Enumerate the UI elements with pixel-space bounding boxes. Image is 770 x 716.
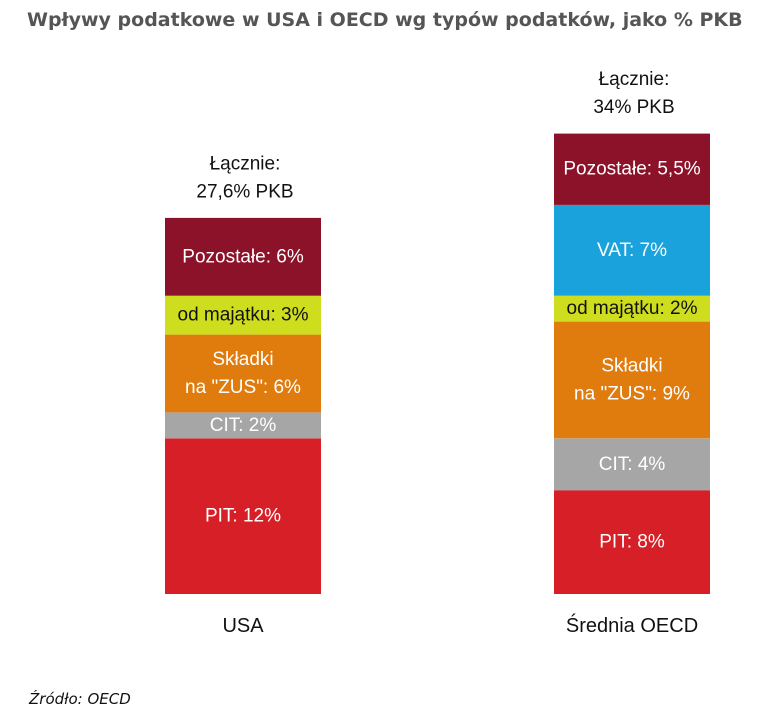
total-label: 34% PKB	[593, 97, 674, 118]
segment-label-majatek: od majątku: 2%	[567, 298, 698, 319]
segment-label-cit: CIT: 4%	[599, 454, 666, 475]
segment-label-cit: CIT: 2%	[210, 415, 277, 436]
bar-segment-cit	[165, 412, 321, 439]
total-label: Łącznie:	[599, 69, 670, 90]
segment-label-zus: Składki	[212, 349, 273, 370]
segment-label-pit: PIT: 8%	[599, 532, 665, 553]
category-label: Średnia OECD	[566, 613, 698, 637]
bar-segment-zus	[554, 321, 710, 439]
chart-title: Wpływy podatkowe w USA i OECD wg typów p…	[27, 9, 743, 31]
bar-segment-pozostale	[165, 217, 321, 296]
bar-segment-majatek	[554, 295, 710, 322]
source-note: Źródło: OECD	[29, 690, 131, 708]
bar-segment-cit	[554, 438, 710, 491]
bar-segment-pit	[165, 438, 321, 594]
bar-segment-pozostale	[554, 133, 710, 205]
segment-label-vat: VAT: 7%	[597, 240, 667, 261]
segment-label-zus: Składki	[601, 356, 662, 377]
total-label: Łącznie:	[210, 153, 281, 174]
total-label: 27,6% PKB	[196, 181, 293, 202]
bar-segment-vat	[554, 204, 710, 296]
segment-label-pozostale: Pozostałe: 6%	[182, 246, 304, 267]
category-label: USA	[222, 615, 264, 637]
segment-label-pit: PIT: 12%	[205, 506, 281, 527]
bar-segment-majatek	[165, 295, 321, 335]
bar-segment-zus	[165, 334, 321, 413]
segment-label-pozostale: Pozostałe: 5,5%	[563, 159, 700, 180]
segment-label-majatek: od majątku: 3%	[178, 305, 309, 326]
segment-label-zus: na "ZUS": 9%	[574, 384, 690, 405]
segment-label-zus: na "ZUS": 6%	[185, 377, 301, 398]
bar-segment-pit	[554, 490, 710, 594]
